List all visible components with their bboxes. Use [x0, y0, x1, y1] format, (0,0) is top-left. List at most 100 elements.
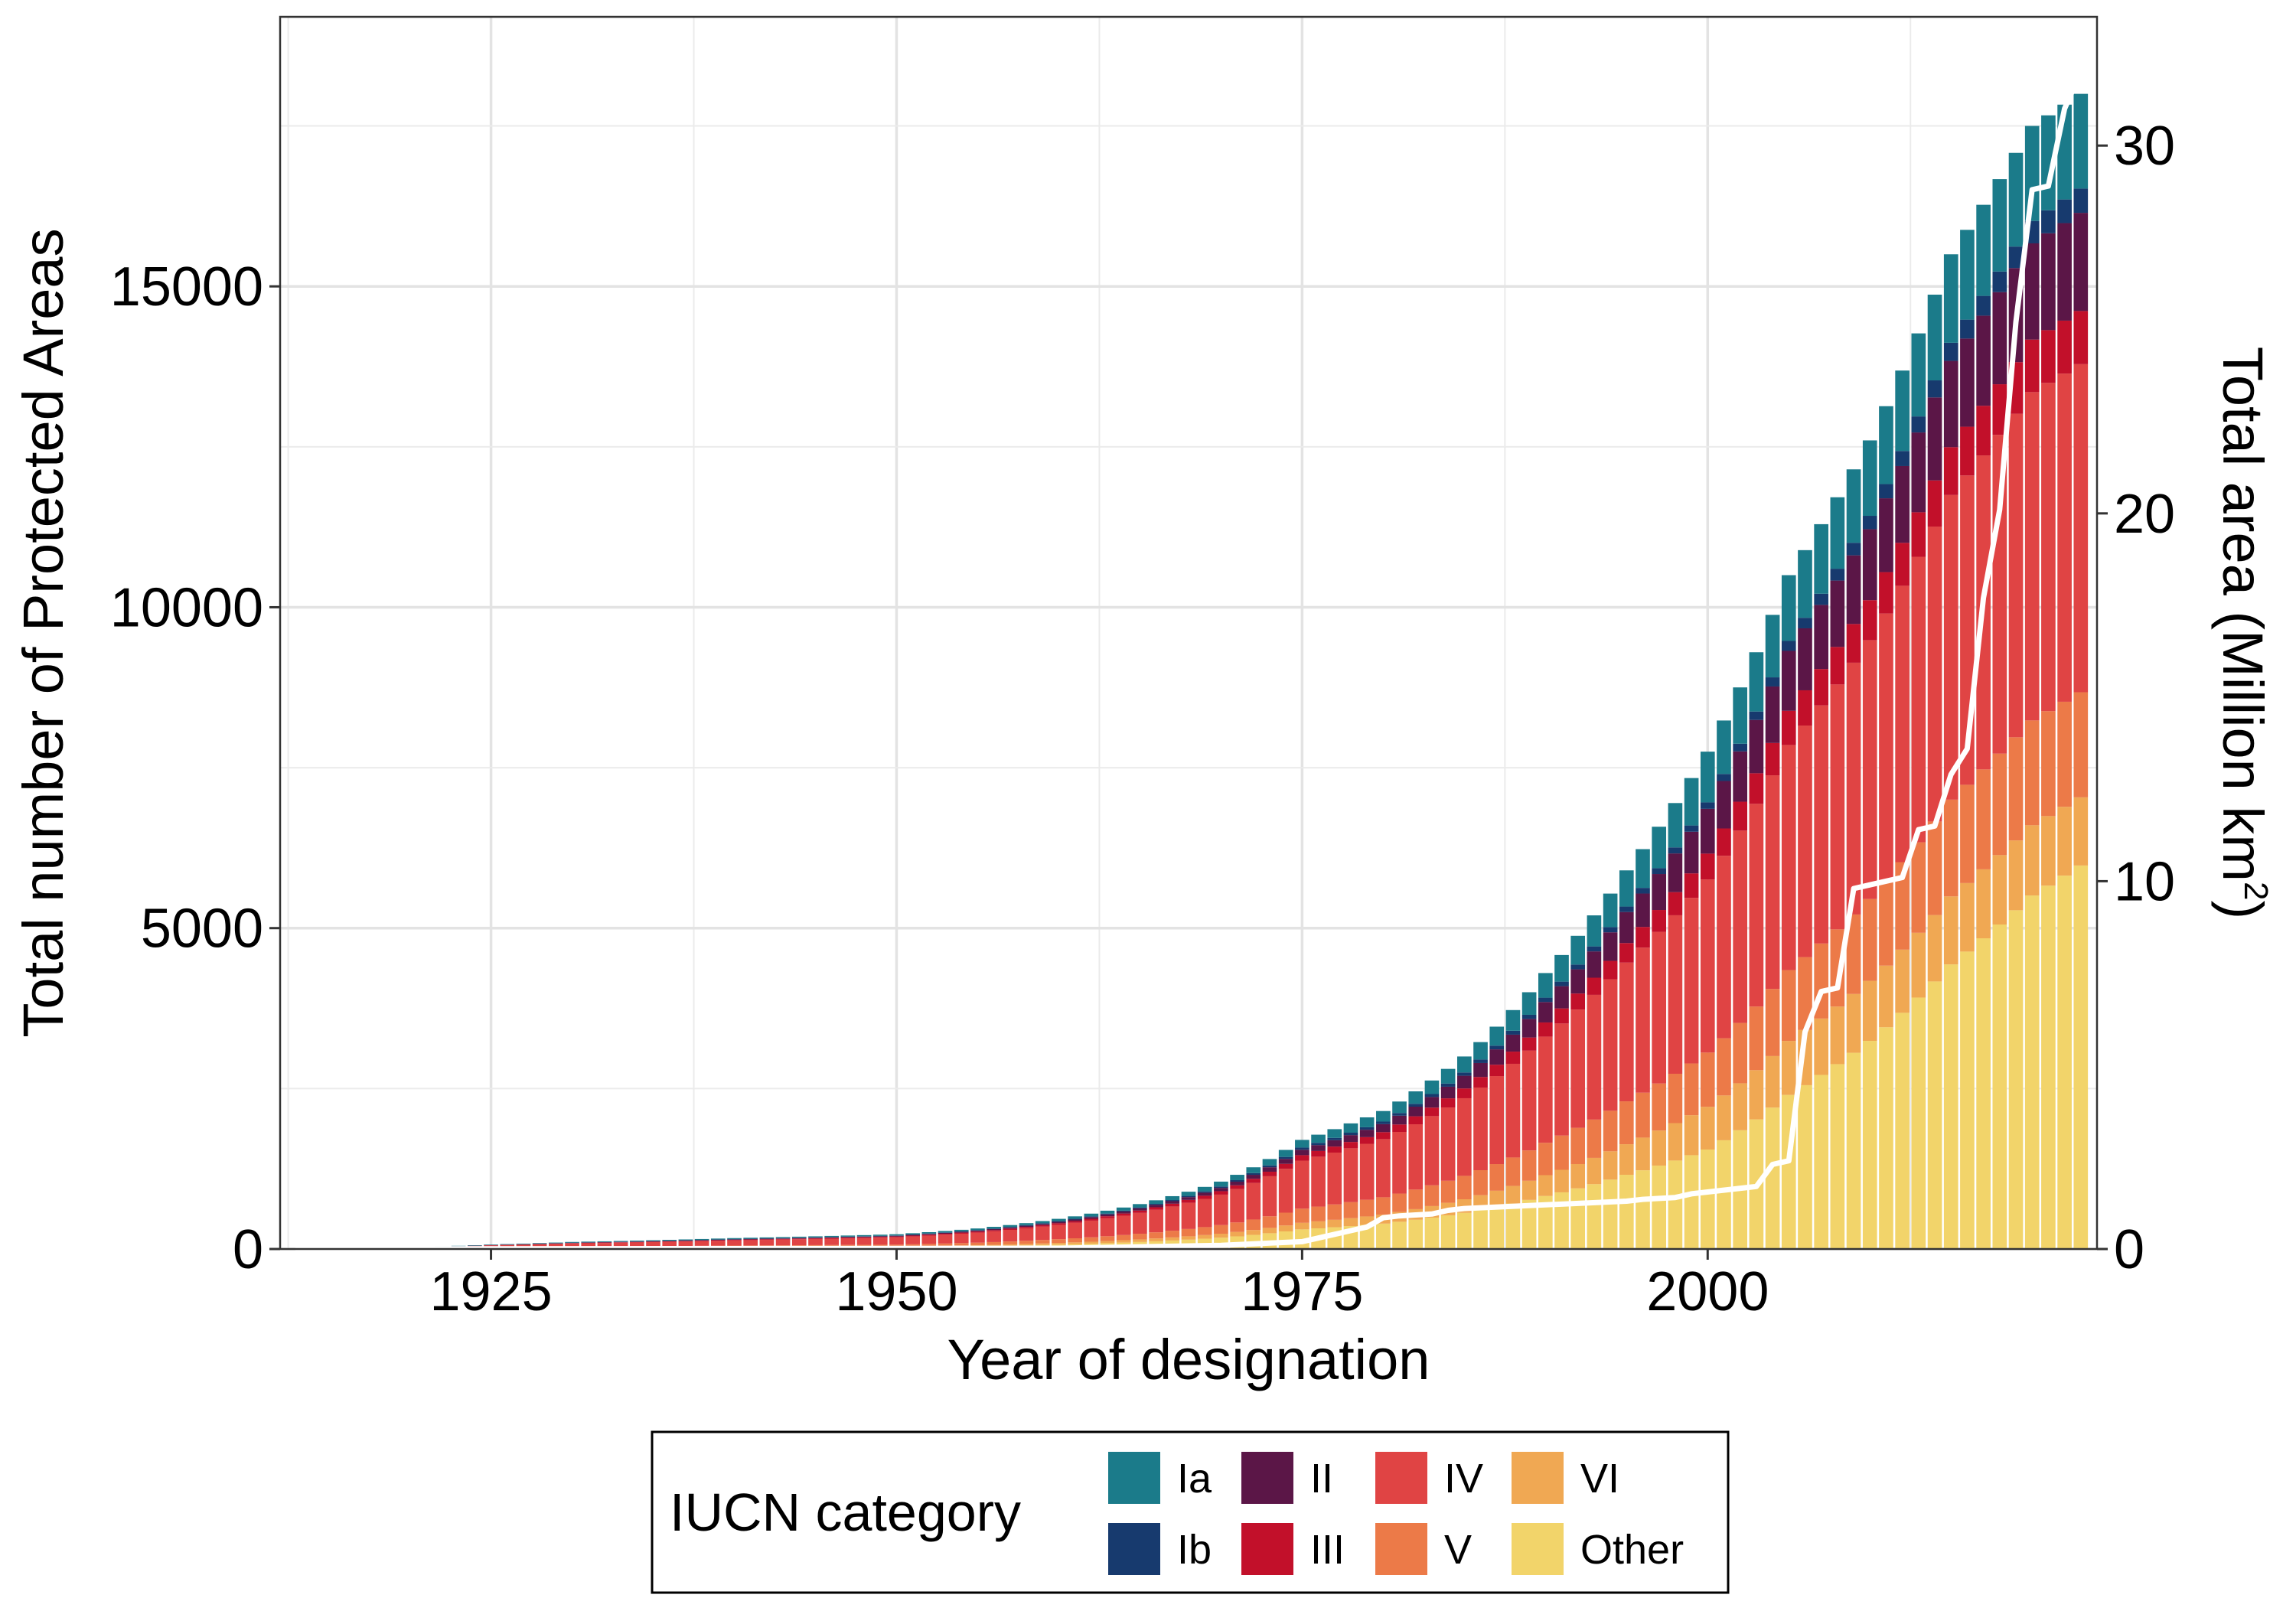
- bar-segment: [1879, 614, 1893, 882]
- bar-segment: [1263, 1159, 1277, 1165]
- area-line-point: [1381, 1216, 1384, 1219]
- bar-segment: [695, 1240, 709, 1241]
- bar-segment: [1570, 970, 1585, 994]
- bar-segment: [1489, 1026, 1504, 1045]
- bar-segment: [1214, 1191, 1228, 1194]
- bar-segment: [581, 1243, 595, 1244]
- bar-segment: [824, 1236, 839, 1237]
- bar-segment: [1554, 986, 1569, 1009]
- bar-segment: [1408, 1104, 1423, 1107]
- bar-segment: [1279, 1169, 1293, 1212]
- bar-segment: [841, 1237, 856, 1238]
- bar-segment: [1506, 1035, 1521, 1052]
- area-line-point: [1333, 1233, 1336, 1236]
- bar-segment: [1895, 451, 1910, 466]
- bar-segment: [614, 1243, 628, 1247]
- bar-segment: [1652, 1084, 1666, 1131]
- bar-segment: [1570, 964, 1585, 969]
- bar-segment: [1344, 1202, 1358, 1218]
- bar-segment: [1376, 1224, 1391, 1249]
- bar-segment: [1684, 873, 1699, 898]
- bar-segment: [1587, 951, 1602, 977]
- area-line-point: [1219, 1244, 1222, 1247]
- bar-segment: [1182, 1236, 1196, 1239]
- bar-segment: [1230, 1232, 1244, 1237]
- bar-segment: [1879, 572, 1893, 614]
- bar-segment: [646, 1241, 660, 1242]
- bar-segment: [1912, 933, 1926, 998]
- bar-segment: [760, 1239, 775, 1240]
- bar-segment: [1684, 778, 1699, 826]
- bar-segment: [873, 1238, 888, 1244]
- bar-segment: [1831, 569, 1845, 581]
- bar-segment: [1912, 432, 1926, 512]
- bar-segment: [1084, 1241, 1098, 1244]
- bar-segment: [1489, 1076, 1504, 1164]
- bar-segment: [1311, 1135, 1326, 1143]
- bar-segment: [1652, 868, 1666, 874]
- bar-segment: [1214, 1182, 1228, 1186]
- bar-segment: [1003, 1227, 1018, 1228]
- bar-segment: [1668, 915, 1683, 1074]
- bar-segment: [727, 1240, 742, 1241]
- bar-segment: [1701, 1052, 1715, 1107]
- legend-label: V: [1444, 1527, 1472, 1573]
- bar-segment: [1701, 853, 1715, 879]
- bar-segment: [1246, 1173, 1261, 1175]
- bar-segment: [1117, 1241, 1131, 1243]
- bar-segment: [2041, 210, 2056, 233]
- bar-segment: [1619, 912, 1634, 944]
- bar-segment: [1733, 1083, 1747, 1130]
- bar-segment: [1506, 1204, 1521, 1249]
- bar-segment: [1327, 1129, 1342, 1137]
- bar-segment: [1327, 1220, 1342, 1228]
- bar-segment: [1392, 1221, 1407, 1249]
- bar-segment: [1506, 1052, 1521, 1064]
- bar-segment: [1587, 915, 1602, 947]
- bar-segment: [598, 1243, 612, 1247]
- bar-segment: [1003, 1228, 1018, 1230]
- bar-segment: [1117, 1208, 1131, 1211]
- y2-axis-title-superscript: 2: [2237, 882, 2275, 900]
- bar-segment: [1295, 1161, 1309, 1209]
- bar-segment: [987, 1227, 1001, 1228]
- bar-segment: [1230, 1182, 1244, 1185]
- bar-segment: [1733, 744, 1747, 752]
- bar-segment: [922, 1234, 937, 1235]
- legend-swatch: [1375, 1523, 1427, 1575]
- bar-segment: [1619, 963, 1634, 1101]
- bar-segment: [1035, 1244, 1050, 1245]
- bar-segment: [1214, 1186, 1228, 1188]
- bar-segment: [1344, 1135, 1358, 1142]
- bar-segment: [1944, 495, 1958, 800]
- bar-segment: [1798, 726, 1812, 957]
- bar-segment: [1506, 1010, 1521, 1031]
- bar-segment: [1831, 647, 1845, 684]
- bar-segment: [662, 1241, 677, 1242]
- bar-segment: [1441, 1215, 1456, 1249]
- bar-segment: [1798, 550, 1812, 618]
- bar-segment: [1766, 743, 1780, 775]
- bar-segment: [1003, 1230, 1018, 1241]
- bar-segment: [1360, 1130, 1375, 1137]
- bar-segment: [1425, 1185, 1440, 1206]
- bar-segment: [1230, 1175, 1244, 1180]
- bar-segment: [1133, 1208, 1147, 1211]
- area-line-point: [1933, 824, 1936, 827]
- bar-segment: [1960, 427, 1975, 476]
- bar-segment: [1198, 1192, 1212, 1193]
- area-line-point: [1982, 596, 1985, 599]
- bar-segment: [1701, 752, 1715, 802]
- bar-segment: [533, 1243, 547, 1244]
- bar-segment: [1068, 1242, 1082, 1244]
- bar-segment: [1117, 1215, 1131, 1234]
- bar-segment: [630, 1242, 644, 1243]
- bar-segment: [1636, 947, 1650, 1093]
- bar-segment: [1522, 992, 1537, 1014]
- bar-segment: [1165, 1204, 1179, 1207]
- bar-segment: [2009, 414, 2024, 738]
- bar-segment: [905, 1233, 920, 1234]
- bar-segment: [2073, 364, 2088, 693]
- bar-segment: [1570, 1189, 1585, 1249]
